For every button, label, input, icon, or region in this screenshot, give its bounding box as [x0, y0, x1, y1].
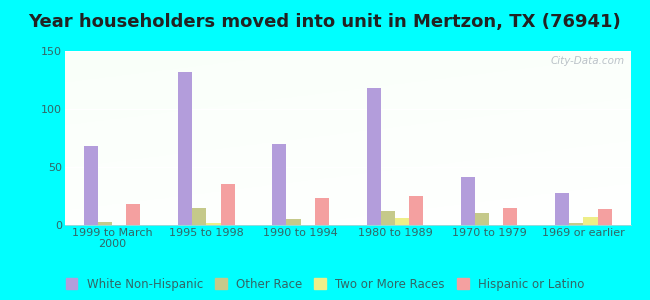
Bar [367, 88, 381, 225]
Bar [584, 217, 597, 225]
Bar [126, 204, 140, 225]
Bar [381, 211, 395, 225]
Bar [272, 144, 287, 225]
Bar [220, 184, 235, 225]
Bar [287, 219, 300, 225]
Bar [84, 146, 98, 225]
Bar [461, 177, 475, 225]
Bar [475, 213, 489, 225]
Bar [409, 196, 423, 225]
Bar [98, 221, 112, 225]
Text: City-Data.com: City-Data.com [551, 56, 625, 66]
Bar [503, 208, 517, 225]
Bar [555, 193, 569, 225]
Legend: White Non-Hispanic, Other Race, Two or More Races, Hispanic or Latino: White Non-Hispanic, Other Race, Two or M… [62, 274, 588, 294]
Bar [178, 72, 192, 225]
Text: Year householders moved into unit in Mertzon, TX (76941): Year householders moved into unit in Mer… [29, 14, 621, 32]
Bar [597, 209, 612, 225]
Bar [395, 218, 409, 225]
Bar [569, 223, 584, 225]
Bar [192, 208, 207, 225]
Bar [207, 223, 220, 225]
Bar [315, 198, 329, 225]
